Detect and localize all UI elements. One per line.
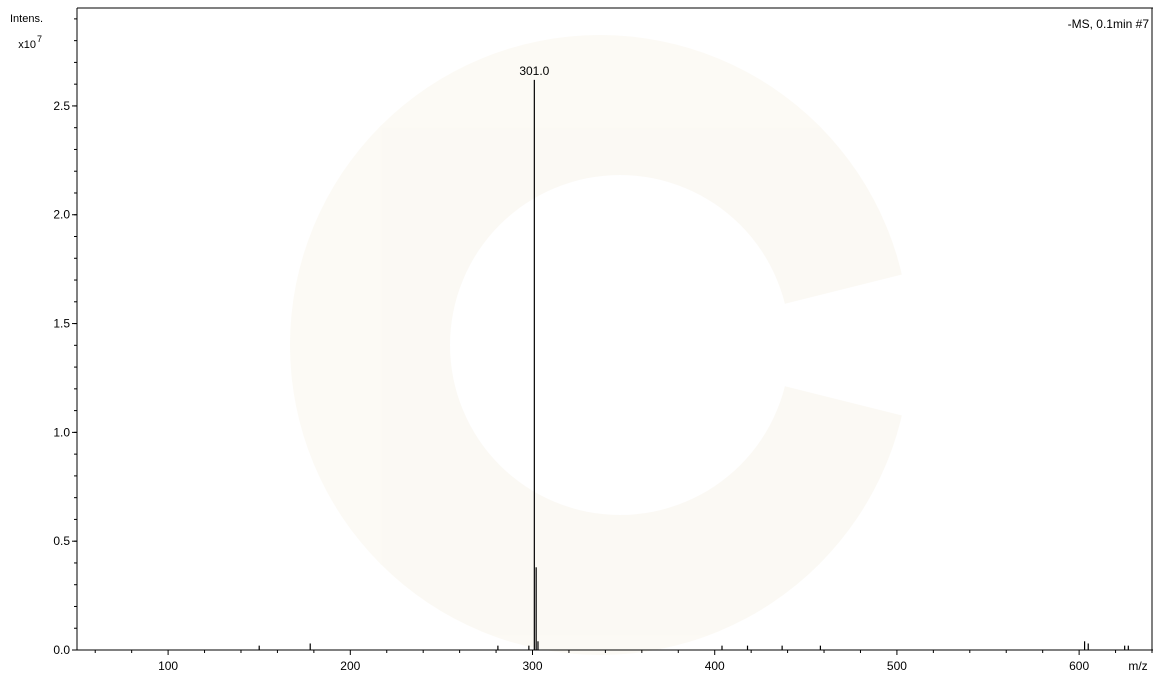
peak-label: 301.0 bbox=[519, 64, 549, 78]
y-tick-label: 0.0 bbox=[53, 643, 70, 657]
watermark-logo bbox=[290, 35, 1000, 655]
scan-info: -MS, 0.1min #7 bbox=[1068, 17, 1150, 31]
x-tick-label: 200 bbox=[340, 659, 360, 673]
y-tick-label: 2.0 bbox=[53, 208, 70, 222]
spectrum-peaks bbox=[258, 79, 1129, 650]
x-tick-label: 600 bbox=[1069, 659, 1089, 673]
y-axis-label: Intens. bbox=[10, 13, 43, 25]
peak-labels: 301.0 bbox=[519, 64, 549, 78]
x-axis-ticks: 100 200 300 400 500 600 bbox=[94, 650, 1153, 673]
x-tick-label: 400 bbox=[705, 659, 725, 673]
y-tick-label: 1.0 bbox=[53, 425, 70, 439]
y-tick-label: 0.5 bbox=[53, 534, 70, 548]
x-tick-label: 500 bbox=[887, 659, 907, 673]
x-axis-label: m/z bbox=[1128, 659, 1147, 673]
x-tick-label: 300 bbox=[522, 659, 542, 673]
y-axis-exponent: x10 bbox=[18, 39, 36, 51]
x-tick-label: 100 bbox=[158, 659, 178, 673]
y-axis-ticks: 0.0 0.5 1.0 1.5 2.0 2.5 bbox=[53, 18, 77, 657]
y-tick-label: 2.5 bbox=[53, 99, 70, 113]
y-tick-label: 1.5 bbox=[53, 317, 70, 331]
y-axis-exponent-power: 7 bbox=[37, 34, 42, 44]
